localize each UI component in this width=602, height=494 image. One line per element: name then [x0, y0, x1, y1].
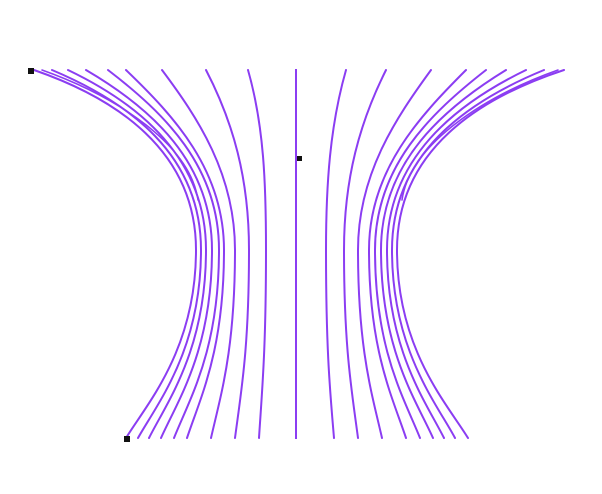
- left-curve-1: [33, 69, 198, 439]
- left-curve-9: [247, 69, 268, 439]
- left-curve-4: [85, 69, 214, 439]
- right-outer-top-echo: [401, 69, 559, 201]
- left-curve-3: [67, 69, 208, 439]
- curves-group: [33, 69, 565, 439]
- selection-handle-center[interactable]: [297, 156, 302, 161]
- left-curve-8: [205, 69, 251, 439]
- right-curve-8: [390, 69, 545, 439]
- right-curve-4: [367, 69, 467, 439]
- left-curve-6: [125, 69, 226, 439]
- right-curve-7: [385, 69, 527, 439]
- right-curve-5: [373, 69, 487, 439]
- right-curve-6: [379, 69, 507, 439]
- selection-handle-top-left[interactable]: [28, 68, 34, 74]
- right-curve-3: [356, 69, 432, 439]
- right-curve-2: [342, 69, 387, 439]
- selection-handle-bottom-left[interactable]: [124, 436, 130, 442]
- left-outer-top-echo: [41, 69, 199, 201]
- right-curve-9: [395, 69, 565, 439]
- right-curve-1: [324, 69, 347, 439]
- left-curve-5: [107, 69, 221, 439]
- left-curve-7: [161, 69, 237, 439]
